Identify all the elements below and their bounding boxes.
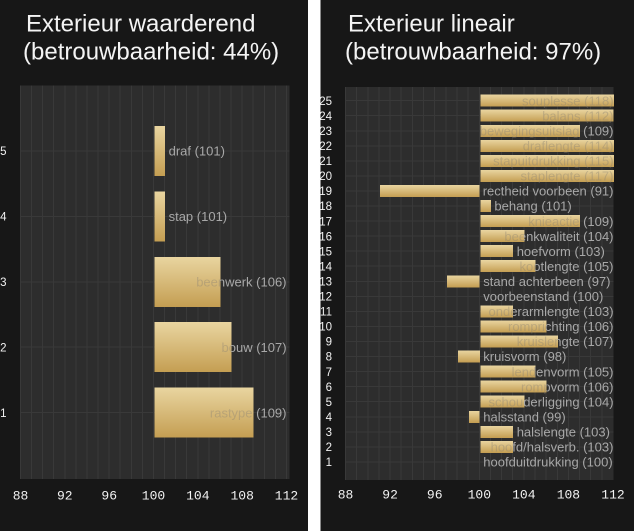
svg-text:11: 11 (320, 307, 332, 319)
svg-text:rectheid voorbeen (91): rectheid voorbeen (91) (483, 184, 614, 199)
svg-text:romprichting (106): romprichting (106) (508, 319, 614, 334)
svg-text:voorbeenstand (100): voorbeenstand (100) (483, 289, 603, 304)
svg-text:staplengte (117): staplengte (117) (521, 169, 614, 184)
svg-text:Exterieur waarderend: Exterieur waarderend (26, 10, 255, 37)
svg-text:5: 5 (326, 397, 332, 409)
svg-text:19: 19 (319, 186, 332, 198)
svg-text:96: 96 (101, 488, 117, 503)
svg-text:104: 104 (186, 488, 210, 503)
svg-text:schouderligging (104): schouderligging (104) (489, 394, 614, 409)
svg-text:23: 23 (319, 126, 332, 138)
svg-text:schouderligging (104): schouderligging (104) (489, 394, 614, 409)
svg-text:onderarmlengte (103): onderarmlengte (103) (489, 304, 614, 319)
svg-text:24: 24 (319, 111, 332, 123)
svg-text:12: 12 (319, 292, 332, 304)
svg-text:Exterieur lineair: Exterieur lineair (348, 10, 515, 37)
svg-text:17: 17 (319, 216, 332, 228)
svg-text:kruislengte (107): kruislengte (107) (517, 334, 614, 349)
svg-text:2: 2 (326, 442, 332, 454)
svg-text:kruislengte (107): kruislengte (107) (517, 334, 614, 349)
svg-text:(betrouwbaarheid: 44%): (betrouwbaarheid: 44%) (23, 38, 279, 65)
svg-text:bouw (107): bouw (107) (222, 340, 287, 355)
svg-text:hoofd/halsverb. (103): hoofd/halsverb. (103) (491, 440, 614, 455)
svg-text:20: 20 (319, 171, 332, 183)
svg-text:92: 92 (57, 488, 73, 503)
svg-text:hoofduitdrukking (100): hoofduitdrukking (100) (483, 455, 612, 470)
svg-text:balans (112): balans (112) (542, 108, 613, 123)
svg-text:bewegingsuitslag (109): bewegingsuitslag (109) (480, 124, 614, 139)
svg-text:92: 92 (382, 488, 398, 503)
svg-text:25: 25 (319, 96, 332, 108)
svg-text:halslengte (103): halslengte (103) (517, 425, 610, 440)
svg-text:kootlengte (105): kootlengte (105) (520, 259, 614, 274)
svg-text:100: 100 (142, 488, 165, 503)
svg-text:halsstand (99): halsstand (99) (483, 409, 565, 424)
svg-text:draf (101): draf (101) (169, 144, 225, 159)
svg-text:2: 2 (0, 342, 6, 354)
svg-text:lendenvorm (105): lendenvorm (105) (512, 364, 614, 379)
svg-text:5: 5 (0, 146, 6, 158)
svg-text:9: 9 (326, 337, 332, 349)
svg-text:4: 4 (0, 212, 7, 224)
svg-text:112: 112 (601, 488, 624, 503)
svg-text:16: 16 (319, 231, 332, 243)
svg-text:3: 3 (0, 277, 6, 289)
svg-text:7: 7 (326, 367, 332, 379)
svg-text:balans (112): balans (112) (542, 108, 613, 123)
svg-text:beenkwaliteit (104): beenkwaliteit (104) (504, 229, 613, 244)
svg-text:draflengte (114): draflengte (114) (523, 139, 614, 154)
svg-text:knieactie (109): knieactie (109) (528, 214, 613, 229)
svg-text:hoefvorm (103): hoefvorm (103) (517, 244, 605, 259)
svg-text:14: 14 (319, 261, 332, 273)
svg-text:kootlengte (105): kootlengte (105) (520, 259, 614, 274)
svg-text:100: 100 (468, 488, 491, 503)
svg-text:112: 112 (275, 488, 298, 503)
svg-text:stap (101): stap (101) (169, 209, 228, 224)
svg-text:(betrouwbaarheid: 97%): (betrouwbaarheid: 97%) (345, 38, 601, 65)
svg-text:88: 88 (13, 488, 29, 503)
svg-text:bouw (107): bouw (107) (222, 340, 287, 355)
svg-text:bewegingsuitslag (109): bewegingsuitslag (109) (480, 124, 614, 139)
svg-text:hoofd/halsverb. (103): hoofd/halsverb. (103) (491, 440, 614, 455)
svg-text:22: 22 (319, 141, 332, 153)
svg-text:6: 6 (326, 382, 332, 394)
svg-text:1: 1 (326, 457, 332, 469)
svg-text:96: 96 (427, 488, 443, 503)
svg-text:104: 104 (512, 488, 536, 503)
svg-text:21: 21 (319, 156, 332, 168)
svg-text:10: 10 (319, 322, 332, 334)
svg-text:stapuitdrukking (115): stapuitdrukking (115) (493, 154, 613, 169)
svg-text:13: 13 (319, 277, 332, 289)
svg-text:rastype (109): rastype (109) (210, 405, 287, 420)
svg-text:108: 108 (557, 488, 580, 503)
svg-text:onderarmlengte (103): onderarmlengte (103) (489, 304, 614, 319)
svg-text:beenkwaliteit (104): beenkwaliteit (104) (504, 229, 613, 244)
svg-text:rompvorm (106): rompvorm (106) (521, 379, 613, 394)
svg-text:1: 1 (0, 408, 6, 420)
svg-text:kruisvorm (98): kruisvorm (98) (483, 349, 566, 364)
svg-text:romprichting (106): romprichting (106) (508, 319, 614, 334)
svg-text:lendenvorm (105): lendenvorm (105) (512, 364, 614, 379)
svg-text:4: 4 (326, 412, 333, 424)
svg-text:beenwerk (106): beenwerk (106) (196, 275, 286, 290)
svg-text:knieactie (109): knieactie (109) (528, 214, 613, 229)
svg-text:behang (101): behang (101) (494, 199, 571, 214)
svg-text:rompvorm (106): rompvorm (106) (521, 379, 613, 394)
svg-text:3: 3 (326, 427, 332, 439)
svg-text:18: 18 (319, 201, 332, 213)
svg-text:beenwerk (106): beenwerk (106) (196, 275, 286, 290)
svg-text:8: 8 (326, 352, 332, 364)
svg-text:108: 108 (230, 488, 253, 503)
svg-text:stand achterbeen (97): stand achterbeen (97) (483, 274, 610, 289)
svg-text:rastype (109): rastype (109) (210, 405, 287, 420)
svg-text:88: 88 (338, 488, 354, 503)
svg-text:15: 15 (319, 246, 332, 258)
svg-text:souplesse (118): souplesse (118) (522, 93, 614, 108)
